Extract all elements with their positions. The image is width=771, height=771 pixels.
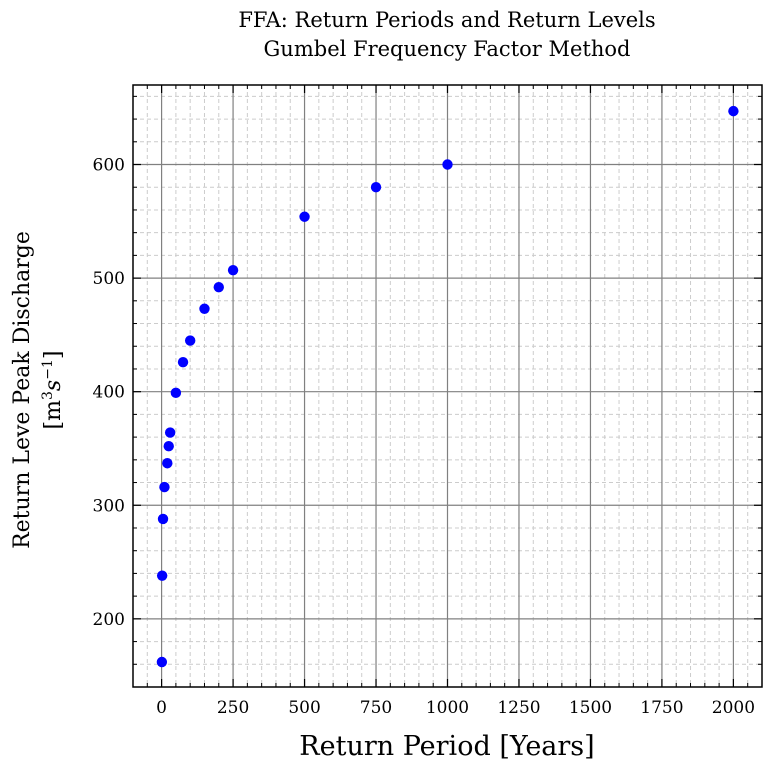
data-point xyxy=(728,105,739,117)
data-point xyxy=(184,335,196,346)
data-point xyxy=(157,513,169,525)
x-tick-label: 1250 xyxy=(497,698,540,718)
chart-title: FFA: Return Periods and Return Levels xyxy=(238,8,655,32)
y-axis-label-line1: Return Leve Peak Discharge xyxy=(10,231,35,549)
x-tick-label: 1500 xyxy=(569,698,612,718)
x-tick-label: 750 xyxy=(360,698,392,718)
x-tick-label: 1000 xyxy=(426,698,469,718)
data-point xyxy=(227,264,239,276)
data-point xyxy=(164,427,176,438)
x-tick-label: 0 xyxy=(156,698,167,718)
y-tick-label: 400 xyxy=(93,383,125,403)
data-point xyxy=(156,656,168,668)
y-tick-labels: 200 300 400 500 600 xyxy=(93,156,125,630)
major-grid xyxy=(133,85,762,687)
data-point xyxy=(299,211,310,222)
x-tick-label: 2000 xyxy=(712,698,755,718)
y-axis-label-line2: [m3s−1] xyxy=(40,351,66,430)
y-tick-label: 600 xyxy=(93,156,125,176)
data-point xyxy=(156,570,168,581)
x-axis-label: Return Period [Years] xyxy=(299,731,594,762)
data-point xyxy=(177,356,189,368)
x-tick-label: 1750 xyxy=(640,698,683,718)
data-point xyxy=(163,441,174,452)
data-point xyxy=(170,387,182,399)
data-point xyxy=(159,481,170,493)
data-point xyxy=(213,281,224,293)
axis-ticks xyxy=(133,85,762,687)
data-points xyxy=(156,105,739,668)
y-tick-label: 500 xyxy=(93,269,125,289)
y-axis-label: Return Leve Peak Discharge [m3s−1] xyxy=(10,231,66,549)
data-point xyxy=(442,159,453,170)
chart-subtitle: Gumbel Frequency Factor Method xyxy=(264,37,631,61)
x-tick-label: 250 xyxy=(217,698,249,718)
data-point xyxy=(370,182,382,193)
x-tick-label: 500 xyxy=(288,698,320,718)
data-point xyxy=(199,303,210,314)
y-tick-label: 300 xyxy=(93,496,125,516)
minor-grid xyxy=(133,85,762,687)
data-point xyxy=(162,458,173,469)
y-tick-label: 200 xyxy=(93,610,125,630)
x-tick-labels: 0 250 500 750 1000 1250 1500 1750 2000 xyxy=(156,698,755,718)
